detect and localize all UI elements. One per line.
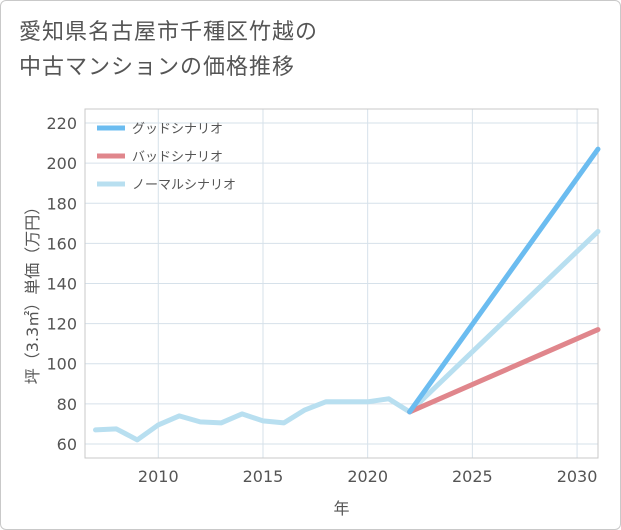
y-tick-label: 120 [46, 315, 77, 334]
x-tick-label: 2030 [557, 467, 598, 486]
grid-lines [85, 109, 598, 458]
y-tick-label: 220 [46, 114, 77, 133]
y-tick-label: 100 [46, 355, 77, 374]
y-tick-label: 160 [46, 234, 77, 253]
series-line-0 [407, 146, 601, 415]
legend-label: バッドシナリオ [132, 150, 223, 165]
series-line-2 [93, 228, 601, 443]
y-tick-label: 180 [46, 194, 77, 213]
y-tick-label: 140 [46, 275, 77, 294]
x-axis-label: 年 [333, 499, 349, 518]
chart-title: 愛知県名古屋市千種区竹越の 中古マンションの価格推移 [19, 15, 579, 85]
legend-label: ノーマルシナリオ [132, 178, 236, 193]
x-tick-label: 2025 [452, 467, 493, 486]
y-tick-label: 60 [57, 435, 77, 454]
y-tick-label: 80 [57, 395, 77, 414]
x-tick-label: 2015 [243, 467, 284, 486]
plot-area-border [84, 108, 599, 459]
chart-title-line-1: 愛知県名古屋市千種区竹越の [19, 20, 319, 45]
y-tick-label: 200 [46, 154, 77, 173]
series-lines [93, 146, 601, 443]
x-tick-label: 2020 [347, 467, 388, 486]
y-axis-label: 坪（3.3㎡）単価（万円） [23, 199, 42, 384]
x-tick-labels: 2010 2015 2020 2025 2030 [138, 467, 597, 486]
series-line-1 [407, 327, 601, 415]
y-tick-labels: 60 80 100 120 140 160 180 200 220 [46, 114, 77, 454]
chart-title-line-2: 中古マンションの価格推移 [19, 55, 296, 80]
legend-label: グッドシナリオ [132, 122, 223, 137]
x-tick-label: 2010 [138, 467, 179, 486]
